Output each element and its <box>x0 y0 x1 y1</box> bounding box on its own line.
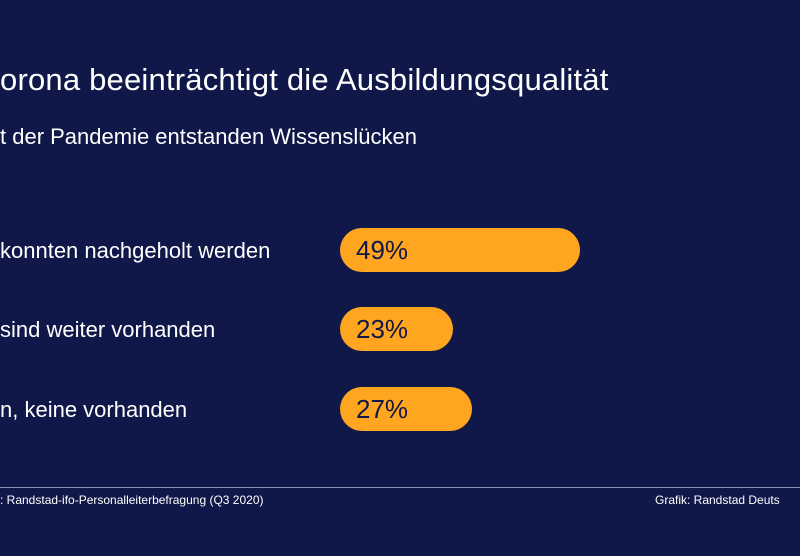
bar: 49% <box>340 228 580 272</box>
bar: 23% <box>340 307 453 351</box>
value-label: 27% <box>356 394 409 424</box>
chart-subtitle: t der Pandemie entstanden Wissenslücken <box>0 124 418 149</box>
bar: 27% <box>340 387 472 431</box>
category-label: sind weiter vorhanden <box>0 317 216 342</box>
value-label: 23% <box>356 314 409 344</box>
chart-title: orona beeinträchtigt die Ausbildungsqual… <box>0 62 609 97</box>
category-label: konnten nachgeholt werden <box>0 238 271 263</box>
value-label: 49% <box>356 235 409 265</box>
graphic-credit: Grafik: Randstad Deuts <box>655 493 780 507</box>
footer-divider <box>0 487 800 488</box>
source-note: : Randstad-ifo-Personalleiterbefragung (… <box>0 493 264 507</box>
category-label: n, keine vorhanden <box>0 397 188 422</box>
